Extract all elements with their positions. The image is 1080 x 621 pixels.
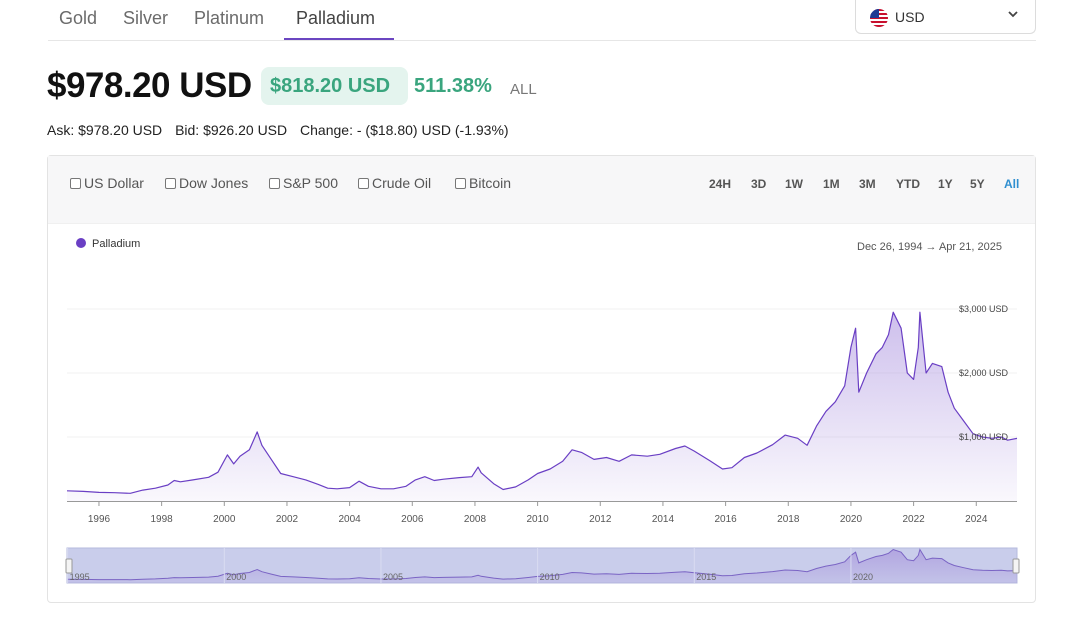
y-tick-label: $3,000 USD	[959, 304, 1009, 314]
chevron-down-icon	[1007, 7, 1019, 23]
x-tick-label: 2016	[714, 514, 737, 525]
compare-us-dollar[interactable]: US Dollar	[70, 175, 144, 191]
current-price: $978.20 USD	[47, 66, 252, 105]
range-1w[interactable]: 1W	[785, 177, 803, 191]
series-line	[66, 311, 1018, 494]
legend-marker	[76, 238, 86, 248]
gain-amount: $818.20 USD	[270, 75, 391, 97]
range-all[interactable]: All	[1004, 177, 1020, 191]
checkbox-icon[interactable]	[358, 178, 369, 189]
range-1y[interactable]: 1Y	[938, 177, 953, 191]
period-label: ALL	[510, 81, 537, 98]
checkbox-icon[interactable]	[455, 178, 466, 189]
checkbox-icon[interactable]	[165, 178, 176, 189]
compare-sp500[interactable]: S&P 500	[269, 175, 338, 191]
tab-gold[interactable]: Gold	[59, 8, 98, 28]
x-tick-label: 2000	[213, 514, 236, 525]
x-tick-label: 2018	[777, 514, 800, 525]
tab-silver[interactable]: Silver	[123, 8, 169, 28]
x-tick-label: 2024	[965, 514, 988, 525]
x-tick-label: 1998	[150, 514, 173, 525]
range-1m[interactable]: 1M	[823, 177, 840, 191]
checkbox-icon[interactable]	[269, 178, 280, 189]
range-3d[interactable]: 3D	[751, 177, 767, 191]
us-flag-icon	[870, 9, 888, 27]
compare-crude-oil[interactable]: Crude Oil	[358, 175, 431, 191]
legend-series-label: Palladium	[92, 238, 141, 250]
x-tick-label: 1996	[88, 514, 111, 525]
currency-select[interactable]: USD	[855, 0, 1036, 34]
bid-price: Bid: $926.20 USD	[175, 122, 288, 138]
navigator-tick-label: 2010	[540, 572, 560, 582]
range-ytd[interactable]: YTD	[896, 177, 920, 191]
checkbox-icon[interactable]	[70, 178, 81, 189]
y-tick-label: $1,000 USD	[959, 432, 1009, 442]
x-tick-label: 2008	[464, 514, 487, 525]
currency-code: USD	[895, 9, 925, 25]
tab-palladium[interactable]: Palladium	[296, 8, 376, 28]
gain-amount-badge: $818.20 USD	[261, 67, 408, 105]
navigator-handle-left[interactable]	[65, 558, 73, 574]
x-tick-label: 2020	[840, 514, 863, 525]
navigator-line	[66, 548, 1018, 581]
navigator-area	[67, 549, 1017, 583]
navigator-tick-label: 2005	[383, 572, 403, 582]
price-change: Change: - ($18.80) USD (-1.93%)	[300, 122, 509, 138]
x-tick-label: 2022	[902, 514, 925, 525]
range-5y[interactable]: 5Y	[970, 177, 985, 191]
x-tick-label: 2002	[276, 514, 299, 525]
metal-tabs: Gold Silver Platinum Palladium	[48, 0, 1036, 41]
x-tick-label: 2004	[338, 514, 361, 525]
chart-date-range: Dec 26, 1994 → Apr 21, 2025	[857, 241, 1002, 253]
x-tick-label: 2010	[526, 514, 549, 525]
x-tick-label: 2012	[589, 514, 612, 525]
navigator-tick-label: 2000	[226, 572, 246, 582]
range-24h[interactable]: 24H	[709, 177, 732, 191]
quote-details: Ask: $978.20 USD Bid: $926.20 USD Change…	[47, 122, 518, 138]
chart-toolbar: US Dollar Dow Jones S&P 500 Crude Oil Bi…	[48, 156, 1035, 224]
compare-bitcoin[interactable]: Bitcoin	[455, 175, 511, 191]
gain-percent: 511.38%	[414, 75, 492, 97]
chart-legend[interactable]: Palladium	[76, 238, 140, 250]
navigator-tick-label: 1995	[70, 572, 90, 582]
navigator-tick-label: 2015	[696, 572, 716, 582]
active-tab-indicator	[284, 38, 394, 40]
tab-platinum[interactable]: Platinum	[194, 8, 265, 28]
series-area	[67, 312, 1017, 501]
x-tick-label: 2014	[652, 514, 675, 525]
y-tick-label: $2,000 USD	[959, 368, 1009, 378]
navigator-tick-label: 2020	[853, 572, 873, 582]
x-tick-label: 2006	[401, 514, 424, 525]
navigator-handle-right[interactable]	[1012, 558, 1020, 574]
ask-price: Ask: $978.20 USD	[47, 122, 163, 138]
compare-dow-jones[interactable]: Dow Jones	[165, 175, 248, 191]
range-3m[interactable]: 3M	[859, 177, 876, 191]
